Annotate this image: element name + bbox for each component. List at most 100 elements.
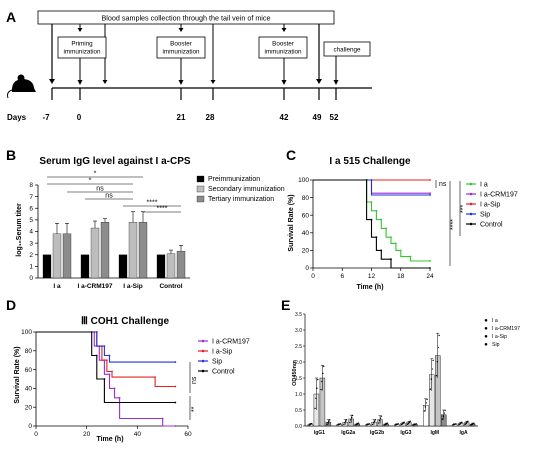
- e-data-point: [429, 388, 432, 390]
- box-text: Booster: [272, 41, 294, 48]
- km-x-tick-label: 6: [340, 273, 344, 280]
- km-censor-mark: [174, 385, 177, 388]
- e-data-point: [425, 402, 427, 404]
- e-category-label: IgG1: [314, 430, 325, 436]
- panel-a-label: A: [6, 9, 16, 25]
- e-data-point: [441, 418, 444, 420]
- e-data-point: [314, 407, 316, 410]
- km-legend-label: Control: [480, 221, 503, 228]
- km-censor-mark: [375, 209, 378, 212]
- km-x-tick-label: 18: [397, 273, 405, 280]
- e-data-point: [401, 423, 404, 425]
- km-y-tick-label: 40: [302, 230, 310, 237]
- e-legend-marker: [484, 319, 488, 322]
- arrow-head: [178, 80, 184, 85]
- km-censor-mark: [103, 345, 106, 347]
- e-data-point: [444, 409, 446, 412]
- km-censor-mark: [380, 249, 383, 252]
- panel-b-plot: 0 1 2 3 4 5 6 7 8 I a I a-CRM197 I a-Sip Control ** ns…: [29, 171, 190, 290]
- mouse-icon: [7, 74, 36, 99]
- km-y-tick-label: 60: [25, 367, 33, 374]
- e-data-point: [372, 422, 375, 424]
- e-data-point: [438, 334, 440, 337]
- km-censor-mark: [111, 370, 113, 373]
- panel-d-label: D: [6, 297, 16, 313]
- e-data-point: [423, 410, 426, 412]
- e-legend-label: Sip: [492, 342, 500, 348]
- e-data-point: [339, 423, 342, 425]
- b-legend-swatch: [196, 195, 205, 203]
- km-censor-mark: [429, 194, 431, 196]
- km-y-tick-label: 20: [302, 248, 310, 255]
- km-x-tick-label: 20: [83, 431, 91, 438]
- b-significance-label: ****: [147, 200, 158, 207]
- panel-d-xlabel: Time (h): [96, 436, 123, 443]
- km-legend-marker: [469, 222, 473, 226]
- b-significance-label: ****: [157, 206, 168, 213]
- panel-b-label: B: [6, 147, 16, 163]
- e-data-point: [409, 420, 411, 423]
- km-legend-label: Control: [212, 368, 235, 375]
- km-legend-label: Sip: [480, 211, 490, 218]
- day-label: 52: [330, 113, 339, 122]
- b-bar-preimmunization: [42, 254, 52, 279]
- km-censor-mark: [385, 227, 388, 230]
- km-censor-mark: [90, 331, 93, 333]
- e-data-point: [345, 420, 347, 422]
- e-data-point: [386, 422, 389, 424]
- km-censor-mark: [370, 218, 373, 221]
- e-data-point: [315, 397, 317, 400]
- e-data-point: [323, 365, 325, 368]
- b-category-label: I a-Sip: [123, 283, 143, 290]
- panel-b-legend: Preimmunization Secondary immunization Ter…: [196, 175, 285, 203]
- e-data-point: [374, 419, 377, 421]
- km-censor-mark: [174, 401, 177, 404]
- e-data-point: [320, 388, 322, 391]
- e-data-point: [432, 359, 434, 362]
- panel-c-xlabel: Time (h): [356, 284, 383, 291]
- coh1-survival-chart: Ⅲ COH1 Challenge Survival Rate (%) Time …: [14, 316, 250, 443]
- e-data-point: [328, 420, 330, 422]
- e-data-point: [436, 360, 438, 363]
- day-label: 49: [313, 113, 322, 122]
- arrow-head: [49, 79, 55, 84]
- b-significance-label: ns: [96, 186, 104, 193]
- e-data-point: [461, 421, 463, 423]
- b-bar-secondary-immunization: [128, 222, 138, 279]
- km-x-tick-label: 40: [134, 431, 142, 438]
- km-legend-label: I a-CRM197: [480, 191, 518, 198]
- b-legend-swatch: [196, 185, 205, 193]
- e-data-point: [415, 423, 417, 425]
- e-data-point: [397, 423, 399, 425]
- km-censor-mark: [429, 260, 431, 262]
- b-bar-preimmunization: [118, 254, 128, 279]
- km-censor-mark: [429, 267, 431, 269]
- b-legend-label: Preimmunization: [208, 176, 260, 183]
- km-legend-label: I a-Sip: [480, 201, 500, 208]
- b-legend-label: Tertiary immunization: [208, 196, 274, 203]
- e-data-point: [458, 423, 460, 426]
- arrow-head: [77, 80, 83, 85]
- b-y-tick-label: 8: [29, 182, 33, 189]
- e-data-point: [326, 423, 328, 426]
- e-data-point: [465, 422, 467, 424]
- km-censor-mark: [429, 192, 431, 195]
- b-bar-preimmunization: [80, 254, 90, 279]
- arrow-head: [316, 79, 322, 84]
- b-significance-label: *: [94, 171, 97, 178]
- arrow-head: [210, 80, 216, 84]
- b-significance-label: *: [89, 178, 92, 185]
- km-censor-mark: [390, 236, 392, 239]
- c-significance-label: ns: [439, 181, 447, 188]
- km-legend-label: I a-CRM197: [212, 338, 250, 345]
- e-data-point: [403, 421, 405, 423]
- b-y-tick-label: 6: [29, 205, 33, 212]
- box-text: Booster: [170, 41, 192, 48]
- e-data-point: [408, 421, 411, 423]
- e-data-point: [426, 398, 428, 401]
- e-data-point: [321, 380, 323, 383]
- km-y-tick-label: 20: [25, 404, 33, 411]
- day-label: 21: [177, 113, 186, 122]
- box-text: immunization: [264, 49, 302, 56]
- km-censor-mark: [113, 387, 116, 390]
